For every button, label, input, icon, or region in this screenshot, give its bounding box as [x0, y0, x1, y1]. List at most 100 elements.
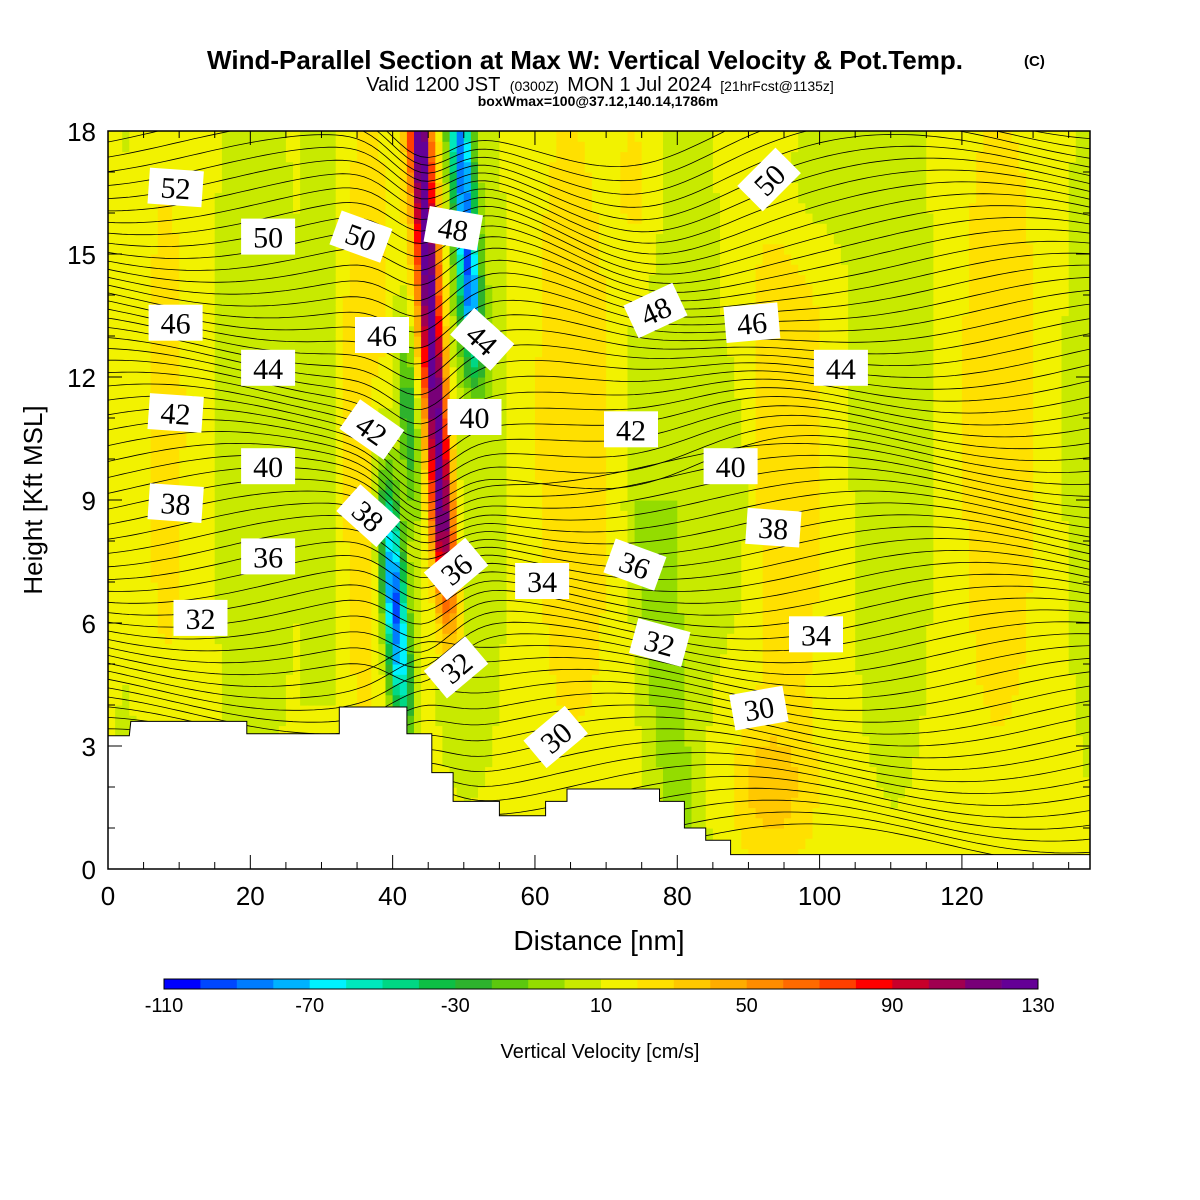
field-cell: [157, 653, 166, 665]
field-cell: [342, 202, 351, 214]
field-cell: [314, 623, 323, 634]
field-cell: [478, 592, 486, 604]
field-cell: [342, 551, 351, 563]
field-cell: [435, 274, 443, 286]
field-cell: [470, 530, 479, 542]
field-cell: [535, 510, 543, 522]
field-cell: [300, 500, 308, 511]
field-cell: [108, 469, 116, 481]
field-cell: [179, 561, 187, 573]
field-cell: [499, 756, 508, 768]
field-cell: [136, 397, 145, 409]
field-cell: [250, 500, 258, 511]
field-cell: [150, 223, 159, 235]
field-cell: [307, 459, 315, 470]
field-cell: [122, 397, 130, 409]
field-cell: [591, 161, 600, 173]
field-cell: [221, 233, 230, 245]
field-cell: [428, 489, 436, 501]
field-cell: [485, 746, 493, 757]
field-cell: [115, 336, 123, 347]
field-cell: [314, 571, 323, 583]
field-cell: [478, 131, 486, 142]
field-cell: [357, 172, 365, 183]
field-cell: [506, 664, 515, 675]
field-cell: [200, 315, 209, 327]
field-cell: [591, 233, 600, 245]
field-cell: [556, 284, 564, 296]
field-cell: [342, 448, 351, 460]
field-cell: [335, 633, 344, 645]
field-cell: [264, 254, 273, 265]
field-cell: [357, 653, 365, 665]
field-cell: [470, 192, 479, 204]
field-cell: [236, 305, 244, 317]
field-cell: [478, 530, 486, 542]
field-cell: [186, 223, 194, 235]
field-cell: [513, 633, 522, 645]
field-cell: [221, 592, 230, 604]
field-cell: [200, 705, 209, 716]
field-cell: [229, 202, 237, 214]
field-cell: [470, 694, 479, 706]
field-cell: [556, 151, 564, 163]
field-cell: [463, 530, 472, 542]
field-cell: [470, 541, 479, 552]
field-cell: [221, 489, 230, 501]
field-cell: [136, 407, 145, 419]
field-cell: [378, 541, 387, 552]
field-cell: [492, 510, 500, 522]
field-cell: [108, 356, 116, 368]
field-cell: [321, 664, 330, 675]
field-cell: [129, 295, 137, 306]
field-cell: [463, 141, 472, 153]
field-cell: [478, 264, 486, 276]
field-cell: [414, 530, 422, 542]
field-cell: [506, 756, 515, 768]
field-cell: [428, 592, 436, 604]
field-cell: [542, 489, 550, 501]
field-cell: [243, 418, 251, 429]
field-cell: [492, 284, 500, 296]
field-cell: [563, 284, 572, 296]
field-cell: [357, 356, 365, 368]
field-cell: [307, 510, 315, 522]
field-cell: [591, 213, 600, 224]
field-cell: [399, 510, 408, 522]
field-cell: [506, 746, 515, 757]
field-cell: [122, 192, 130, 204]
field-cell: [229, 438, 237, 450]
field-cell: [221, 192, 230, 204]
field-cell: [193, 664, 202, 675]
field-cell: [349, 387, 358, 399]
field-cell: [307, 664, 315, 675]
field-cell: [349, 582, 358, 593]
field-cell: [584, 684, 593, 696]
field-cell: [342, 653, 351, 665]
field-cell: [314, 438, 323, 450]
field-cell: [115, 182, 123, 194]
field-cell: [214, 295, 223, 306]
field-cell: [214, 520, 223, 532]
field-cell: [349, 377, 358, 388]
field-cell: [143, 705, 152, 716]
field-cell: [186, 582, 194, 593]
field-cell: [186, 151, 194, 163]
field-cell: [584, 182, 593, 194]
field-cell: [307, 182, 315, 194]
field-cell: [314, 387, 323, 399]
field-cell: [236, 571, 244, 583]
field-cell: [406, 592, 415, 604]
field-cell: [549, 459, 557, 470]
field-cell: [506, 735, 515, 747]
field-cell: [570, 592, 579, 604]
field-cell: [549, 469, 557, 481]
field-cell: [577, 397, 586, 409]
field-cell: [485, 254, 493, 265]
field-cell: [207, 274, 216, 286]
field-cell: [492, 305, 500, 317]
field-cell: [406, 448, 415, 460]
field-cell: [456, 612, 465, 624]
field-cell: [591, 766, 600, 778]
field-cell: [264, 582, 273, 593]
